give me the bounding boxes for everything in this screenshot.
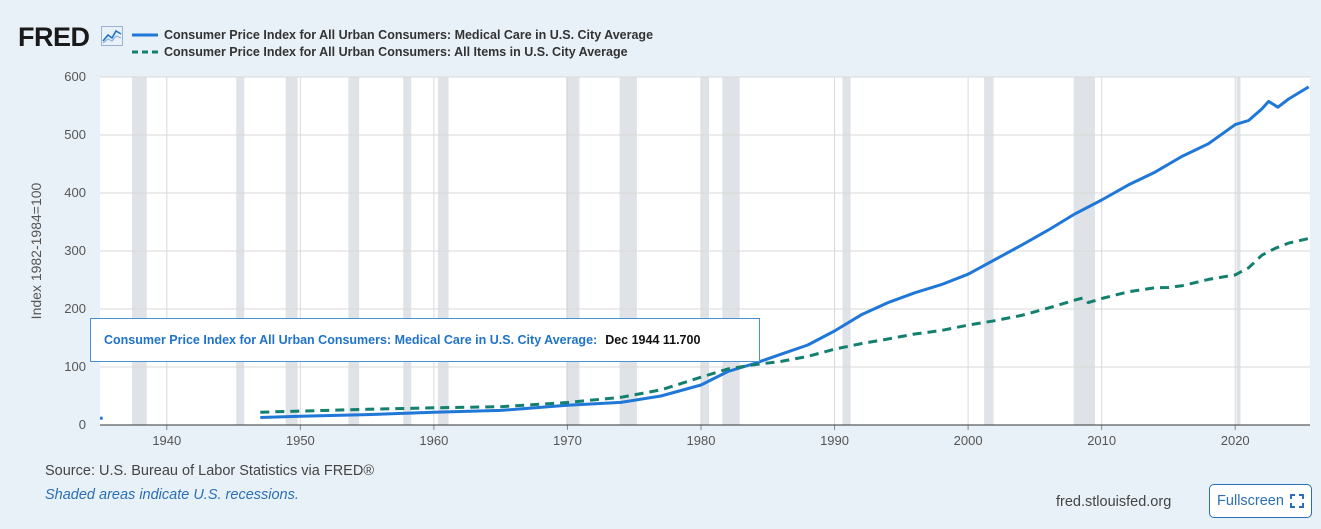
tooltip: Consumer Price Index for All Urban Consu… bbox=[90, 318, 760, 362]
legend-item-all-items[interactable]: Consumer Price Index for All Urban Consu… bbox=[132, 44, 628, 60]
x-tick-label: 2010 bbox=[1087, 433, 1116, 448]
legend-line-solid-icon bbox=[132, 33, 158, 37]
x-tick-label: 1940 bbox=[152, 433, 181, 448]
y-tick-label: 300 bbox=[64, 243, 86, 258]
x-tick-label: 2020 bbox=[1221, 433, 1250, 448]
fullscreen-button[interactable]: Fullscreen bbox=[1209, 484, 1312, 518]
chart: 0 100 200 300 400 500 600 1940 1950 1960 1970 1980 1… bbox=[28, 69, 1310, 448]
x-tick-label: 1950 bbox=[286, 433, 315, 448]
tooltip-value: Dec 1944 11.700 bbox=[605, 333, 701, 347]
legend-item-medical-care[interactable]: Consumer Price Index for All Urban Consu… bbox=[132, 27, 653, 43]
y-tick-label: 200 bbox=[64, 301, 86, 316]
fullscreen-label: Fullscreen bbox=[1217, 493, 1284, 509]
x-tick-label: 1960 bbox=[419, 433, 448, 448]
x-tick-label: 1970 bbox=[553, 433, 582, 448]
line-chart-icon bbox=[101, 26, 123, 46]
series-line-all-items bbox=[260, 237, 1310, 414]
x-tick-label: 1990 bbox=[820, 433, 849, 448]
fred-logo[interactable]: FRED bbox=[18, 22, 90, 52]
y-tick-label: 100 bbox=[64, 359, 86, 374]
y-tick-label: 500 bbox=[64, 127, 86, 142]
expand-icon bbox=[1289, 494, 1304, 508]
y-tick-label: 600 bbox=[64, 69, 86, 84]
tooltip-series-name: Consumer Price Index for All Urban Consu… bbox=[104, 333, 598, 347]
recessions-note: Shaded areas indicate U.S. recessions. bbox=[45, 487, 299, 503]
y-axis-title: Index 1982-1984=100 bbox=[28, 182, 44, 319]
x-tick-label: 1980 bbox=[687, 433, 716, 448]
header: FRED Consumer Price Index for All Urban … bbox=[0, 0, 1321, 70]
series-line-medical-care bbox=[260, 85, 1310, 419]
site-link[interactable]: fred.stlouisfed.org bbox=[1056, 494, 1172, 510]
legend-line-dashed-icon bbox=[132, 50, 158, 54]
legend-label-medical-care: Consumer Price Index for All Urban Consu… bbox=[164, 28, 654, 42]
legend-label-all-items: Consumer Price Index for All Urban Consu… bbox=[164, 45, 628, 59]
source-note: Source: U.S. Bureau of Labor Statistics … bbox=[45, 463, 375, 479]
x-tick-label: 2000 bbox=[954, 433, 983, 448]
y-tick-label: 400 bbox=[64, 185, 86, 200]
y-tick-label: 0 bbox=[79, 417, 86, 432]
